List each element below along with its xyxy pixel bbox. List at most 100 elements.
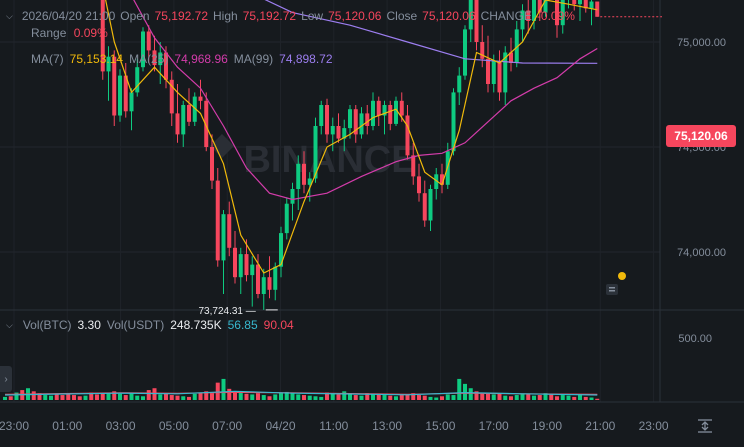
candle-body (164, 52, 168, 80)
candle-body (371, 100, 375, 126)
volume-bar (256, 393, 260, 400)
volume-bar (8, 396, 13, 400)
time-tick-label: 04/20 (265, 419, 295, 433)
candle-body (382, 105, 387, 116)
ma-legend[interactable]: MA(7) 75,153.14 MA(25) 74,968.96 MA(99) … (31, 52, 333, 66)
volume-bar (555, 396, 559, 400)
candle-body (215, 180, 220, 261)
volume-bar (359, 395, 364, 400)
ma99-line (264, 0, 598, 64)
time-tick-label: 19:00 (532, 419, 562, 433)
candle-body (589, 1, 594, 9)
candle-body (491, 60, 496, 84)
volume-bar (43, 395, 48, 400)
volume-bar (77, 396, 82, 400)
candle-datetime: 2026/04/20 21:00 (21, 9, 116, 23)
volume-series (3, 378, 600, 400)
volume-bar (284, 391, 289, 400)
candle-body (296, 163, 301, 189)
ma25-value: 74,968.96 (174, 52, 228, 66)
range-value: 0.09% (73, 26, 108, 40)
collapse-caret-icon[interactable]: ⌵ (6, 10, 13, 21)
volume-bar (428, 396, 433, 400)
candle-body (474, 0, 479, 43)
volume-bar (181, 396, 186, 400)
volume-bar (325, 392, 329, 400)
scroll-to-latest-icon[interactable] (696, 418, 714, 434)
volume-bar (468, 388, 473, 400)
candle-body (330, 126, 335, 135)
close-label: Close (386, 9, 418, 23)
vol-ma-a-value: 56.85 (227, 318, 258, 332)
volume-collapse-caret-icon[interactable]: ⌵ (6, 319, 13, 330)
expand-panel-handle[interactable]: › (0, 366, 12, 392)
volume-bar (491, 394, 496, 400)
volume-bar (31, 391, 36, 400)
volume-bar (583, 396, 588, 400)
time-tick-label: 13:00 (372, 419, 402, 433)
candle-body (457, 75, 462, 93)
volume-legend[interactable]: ⌵ Vol(BTC) 3.30 Vol(USDT) 248.735K 56.85… (6, 318, 294, 332)
candle-body (106, 56, 111, 72)
candle-body (238, 254, 243, 278)
vol-btc-label: Vol(BTC) (22, 318, 72, 332)
volume-bar (549, 394, 554, 400)
grid-lines (0, 0, 744, 403)
volume-bar (319, 396, 324, 400)
candle-body (123, 75, 128, 112)
candle-body (279, 233, 283, 267)
time-tick-label: 21:00 (585, 419, 615, 433)
candle-body (169, 79, 174, 114)
volume-bar (158, 394, 163, 400)
candle-body (578, 0, 582, 5)
candle-body (359, 113, 364, 135)
volume-bar (192, 393, 197, 400)
candle-body (192, 96, 197, 122)
candle-body (221, 214, 226, 261)
ohlc-bar: ⌵ 2026/04/20 21:00 Open 75,192.72 High 7… (6, 9, 575, 23)
candle-body (307, 178, 312, 185)
candle-body (302, 163, 306, 185)
volume-bar (146, 390, 151, 400)
volume-bar (520, 393, 525, 400)
volume-bar (169, 395, 174, 400)
volume-bar (307, 395, 312, 400)
candle-body (486, 58, 490, 84)
volume-bar (187, 396, 191, 400)
candle-body (210, 147, 214, 181)
candle-body (560, 0, 565, 26)
candle-body (233, 247, 237, 278)
volume-bar (296, 394, 301, 400)
volume-bar (589, 397, 594, 400)
range-row: Range 0.09% (31, 26, 108, 40)
volume-bar (457, 378, 462, 400)
low-label: Low (301, 9, 324, 23)
volume-bar (54, 394, 59, 400)
candle-body (537, 0, 542, 13)
candle-body (463, 29, 467, 76)
time-tick-label: 23:00 (0, 419, 29, 433)
candle-body (583, 0, 588, 9)
volume-bar (371, 393, 375, 400)
vol-usdt-value: 248.735K (170, 318, 222, 332)
price-tick-label: 75,000.00 (677, 37, 726, 49)
candle-body (428, 189, 433, 221)
volume-bar (382, 395, 387, 400)
time-tick-label: 03:00 (106, 419, 136, 433)
volume-bar (244, 393, 249, 400)
ma7-label: MA(7) (31, 52, 64, 66)
candle-body (141, 31, 145, 68)
vol-usdt-label: Vol(USDT) (106, 318, 165, 332)
volume-bar (376, 394, 381, 400)
current-price-badge: 75,120.06 (666, 125, 736, 147)
volume-bar (279, 392, 283, 400)
candle-body (187, 105, 191, 122)
candle-body (572, 0, 577, 5)
candle-body (417, 176, 421, 194)
price-tag-icon[interactable] (604, 281, 620, 297)
candle-body (514, 29, 519, 63)
volume-bar (141, 396, 145, 400)
ma7-line (105, 0, 598, 274)
